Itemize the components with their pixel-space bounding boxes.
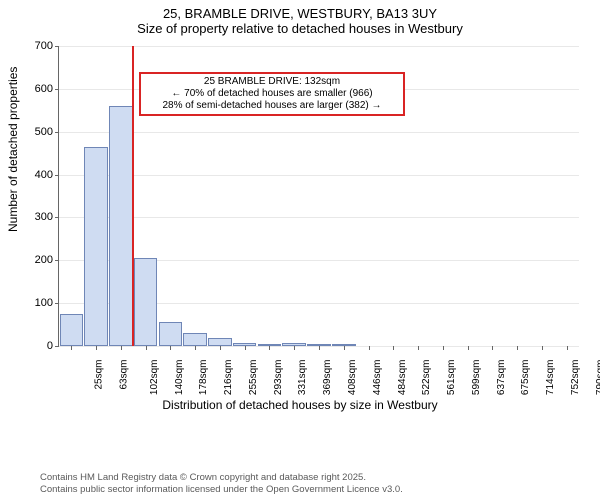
x-tick-label: 790sqm <box>595 360 600 396</box>
x-tick-mark <box>542 346 543 350</box>
x-tick-mark <box>170 346 171 350</box>
chart-title-line2: Size of property relative to detached ho… <box>0 21 600 36</box>
histogram-bar <box>282 343 306 346</box>
x-tick-label: 102sqm <box>149 360 160 396</box>
y-tick-label: 300 <box>35 211 59 223</box>
x-tick-label: 293sqm <box>273 360 284 396</box>
footer-line-2: Contains public sector information licen… <box>40 484 403 496</box>
chart-area: Number of detached properties 0100200300… <box>0 42 600 442</box>
x-tick-mark <box>468 346 469 350</box>
x-tick-label: 752sqm <box>570 360 581 396</box>
x-tick-mark <box>443 346 444 350</box>
histogram-bar <box>109 106 133 346</box>
x-tick-mark <box>492 346 493 350</box>
y-tick-label: 500 <box>35 126 59 138</box>
x-tick-label: 369sqm <box>322 360 333 396</box>
x-tick-label: 408sqm <box>347 360 358 396</box>
x-tick-mark <box>71 346 72 350</box>
x-tick-label: 255sqm <box>248 360 259 396</box>
histogram-bar <box>60 314 84 346</box>
x-tick-label: 637sqm <box>496 360 507 396</box>
x-tick-label: 216sqm <box>223 360 234 396</box>
x-tick-label: 599sqm <box>471 360 482 396</box>
gridline <box>59 46 579 47</box>
x-tick-mark <box>567 346 568 350</box>
x-tick-mark <box>319 346 320 350</box>
property-marker-line <box>132 46 134 346</box>
y-tick-label: 400 <box>35 169 59 181</box>
x-tick-label: 140sqm <box>174 360 185 396</box>
histogram-bar <box>208 338 232 346</box>
x-tick-label: 675sqm <box>520 360 531 396</box>
x-tick-label: 522sqm <box>421 360 432 396</box>
x-tick-mark <box>517 346 518 350</box>
x-tick-label: 178sqm <box>199 360 210 396</box>
x-tick-label: 561sqm <box>446 360 457 396</box>
gridline <box>59 175 579 176</box>
callout-line: 28% of semi-detached houses are larger (… <box>147 100 397 112</box>
x-tick-mark <box>121 346 122 350</box>
histogram-bar <box>233 343 257 346</box>
x-tick-mark <box>393 346 394 350</box>
x-tick-mark <box>146 346 147 350</box>
histogram-bar <box>159 322 183 346</box>
histogram-bar <box>258 344 282 346</box>
gridline <box>59 217 579 218</box>
x-tick-mark <box>220 346 221 350</box>
callout-line: ← 70% of detached houses are smaller (96… <box>147 88 397 100</box>
y-tick-label: 200 <box>35 254 59 266</box>
y-tick-label: 700 <box>35 40 59 52</box>
y-tick-label: 100 <box>35 297 59 309</box>
property-callout: 25 BRAMBLE DRIVE: 132sqm← 70% of detache… <box>139 72 405 116</box>
x-tick-mark <box>245 346 246 350</box>
histogram-bar <box>183 333 207 346</box>
footer-line-1: Contains HM Land Registry data © Crown c… <box>40 472 403 484</box>
attribution-footer: Contains HM Land Registry data © Crown c… <box>40 472 403 496</box>
histogram-bar <box>134 258 158 346</box>
x-tick-mark <box>195 346 196 350</box>
plot-region: 010020030040050060070025sqm63sqm102sqm14… <box>58 46 579 347</box>
x-tick-label: 63sqm <box>119 360 130 390</box>
x-tick-mark <box>294 346 295 350</box>
x-tick-label: 484sqm <box>397 360 408 396</box>
x-tick-mark <box>344 346 345 350</box>
x-tick-mark <box>418 346 419 350</box>
x-axis-label: Distribution of detached houses by size … <box>0 398 600 412</box>
x-tick-label: 714sqm <box>545 360 556 396</box>
gridline <box>59 132 579 133</box>
histogram-bar <box>307 344 331 346</box>
histogram-bar <box>84 147 108 346</box>
callout-line: 25 BRAMBLE DRIVE: 132sqm <box>147 76 397 88</box>
x-tick-label: 446sqm <box>372 360 383 396</box>
y-tick-label: 600 <box>35 83 59 95</box>
histogram-bar <box>332 344 356 346</box>
chart-title-block: 25, BRAMBLE DRIVE, WESTBURY, BA13 3UY Si… <box>0 0 600 36</box>
y-tick-label: 0 <box>47 340 59 352</box>
x-tick-mark <box>269 346 270 350</box>
chart-title-line1: 25, BRAMBLE DRIVE, WESTBURY, BA13 3UY <box>0 6 600 21</box>
x-tick-mark <box>96 346 97 350</box>
y-axis-label: Number of detached properties <box>6 67 20 232</box>
x-tick-label: 331sqm <box>298 360 309 396</box>
x-tick-label: 25sqm <box>94 360 105 390</box>
x-tick-mark <box>369 346 370 350</box>
